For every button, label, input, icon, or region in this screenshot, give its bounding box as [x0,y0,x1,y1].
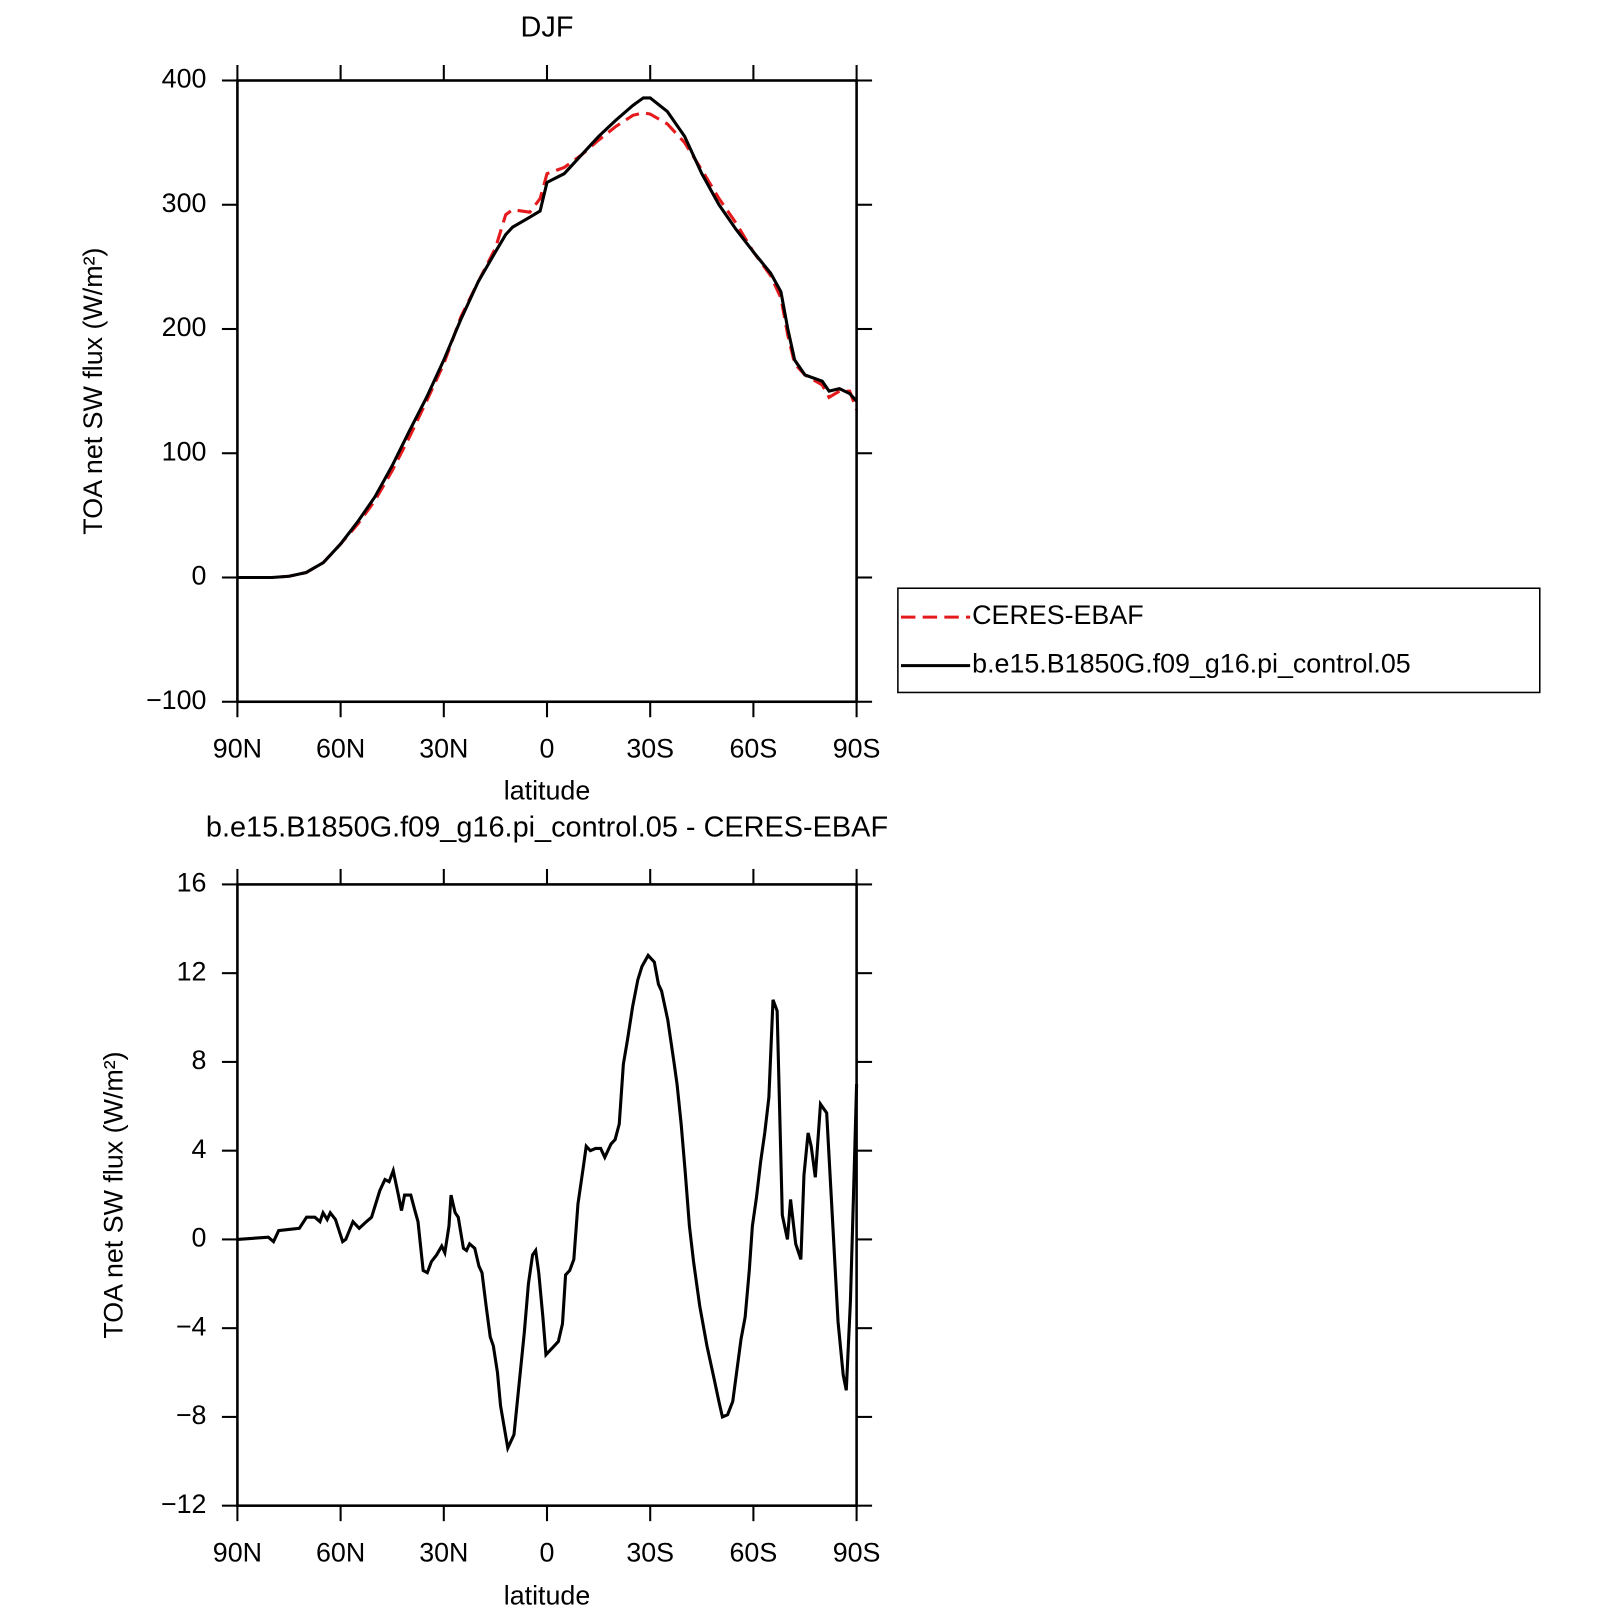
x-tick-label: 0 [540,733,555,763]
y-tick-label: 300 [162,188,207,218]
x-tick-label: 60S [730,733,778,763]
y-tick-label: −12 [161,1489,207,1519]
plot-frame [236,883,858,1507]
x-tick-label: 90N [213,733,262,763]
x-tick-label: 90S [833,733,881,763]
x-tick-label: 90S [833,1537,881,1567]
x-tick-label: 60S [730,1537,778,1567]
y-tick-label: −8 [176,1400,207,1430]
x-axis-label: latitude [504,1581,591,1611]
plot-frame [236,79,858,704]
y-tick-label: 16 [177,868,207,898]
x-axis-label: latitude [504,776,591,806]
x-tick-label: 30N [419,1537,468,1567]
x-tick-label: 30S [626,1537,674,1567]
x-tick-label: 0 [540,1537,555,1567]
y-tick-label: 100 [162,436,207,466]
y-tick-label: 200 [162,312,207,342]
y-tick-label: 12 [177,956,207,986]
x-tick-label: 30S [626,733,674,763]
y-tick-label: −4 [176,1311,207,1341]
legend-label: b.e15.B1850G.f09_g16.pi_control.05 [972,649,1411,679]
data-line [237,96,858,580]
y-axis-label: TOA net SW flux (W/m²) [78,248,108,535]
y-axis-label: TOA net SW flux (W/m²) [99,1051,129,1338]
x-tick-label: 60N [316,733,365,763]
y-tick-label: 4 [192,1134,207,1164]
x-tick-label: 30N [419,733,468,763]
legend-box [897,587,1541,694]
y-tick-label: 400 [162,64,207,94]
y-tick-label: 0 [192,1223,207,1253]
y-tick-label: 8 [192,1045,207,1075]
chart-title: b.e15.B1850G.f09_g16.pi_control.05 - CER… [206,811,888,843]
x-tick-label: 60N [316,1537,365,1567]
data-line [237,952,859,1454]
x-tick-label: 90N [213,1537,262,1567]
y-tick-label: −100 [146,685,206,715]
chart-title: DJF [521,12,574,44]
y-tick-label: 0 [192,561,207,591]
legend-label: CERES-EBAF [972,600,1143,630]
